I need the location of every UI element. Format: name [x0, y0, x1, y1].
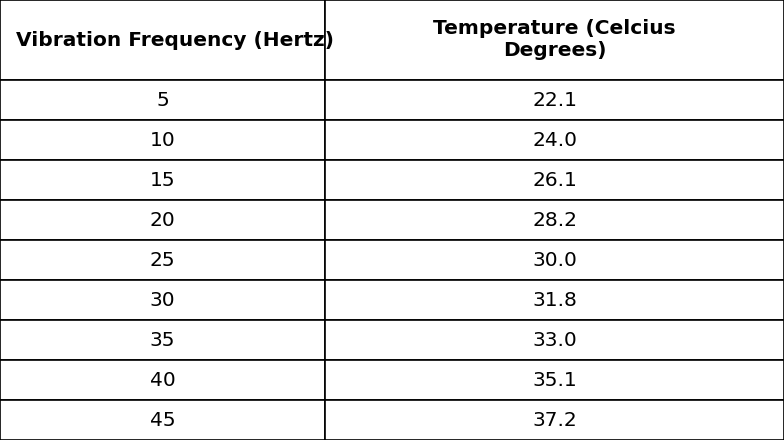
Text: 40: 40 — [150, 370, 176, 389]
Text: 15: 15 — [150, 171, 176, 190]
Text: 22.1: 22.1 — [532, 91, 577, 110]
Bar — [0, 280, 325, 320]
Bar — [0, 160, 325, 200]
Text: 24.0: 24.0 — [532, 131, 577, 150]
Bar — [325, 200, 784, 240]
Bar — [0, 80, 325, 120]
Text: 25: 25 — [150, 250, 176, 269]
Text: 30: 30 — [150, 290, 176, 309]
Text: Temperature (Celcius
Degrees): Temperature (Celcius Degrees) — [434, 19, 676, 60]
Bar — [325, 80, 784, 120]
Bar — [325, 240, 784, 280]
Bar — [325, 0, 784, 80]
Bar — [0, 120, 325, 160]
Text: 37.2: 37.2 — [532, 411, 577, 429]
Text: Vibration Frequency (Hertz): Vibration Frequency (Hertz) — [16, 30, 334, 49]
Bar — [0, 320, 325, 360]
Text: 33.0: 33.0 — [532, 330, 577, 349]
Text: 26.1: 26.1 — [532, 171, 577, 190]
Bar — [325, 360, 784, 400]
Bar — [325, 160, 784, 200]
Bar — [0, 0, 325, 80]
Bar — [325, 400, 784, 440]
Bar — [325, 120, 784, 160]
Text: 35: 35 — [150, 330, 176, 349]
Text: 45: 45 — [150, 411, 176, 429]
Text: 20: 20 — [150, 210, 176, 230]
Text: 28.2: 28.2 — [532, 210, 577, 230]
Text: 10: 10 — [150, 131, 176, 150]
Text: 35.1: 35.1 — [532, 370, 577, 389]
Bar — [0, 400, 325, 440]
Bar — [325, 320, 784, 360]
Text: 30.0: 30.0 — [532, 250, 577, 269]
Bar — [0, 240, 325, 280]
Bar — [0, 360, 325, 400]
Text: 31.8: 31.8 — [532, 290, 577, 309]
Bar — [0, 200, 325, 240]
Bar — [325, 280, 784, 320]
Text: 5: 5 — [156, 91, 169, 110]
